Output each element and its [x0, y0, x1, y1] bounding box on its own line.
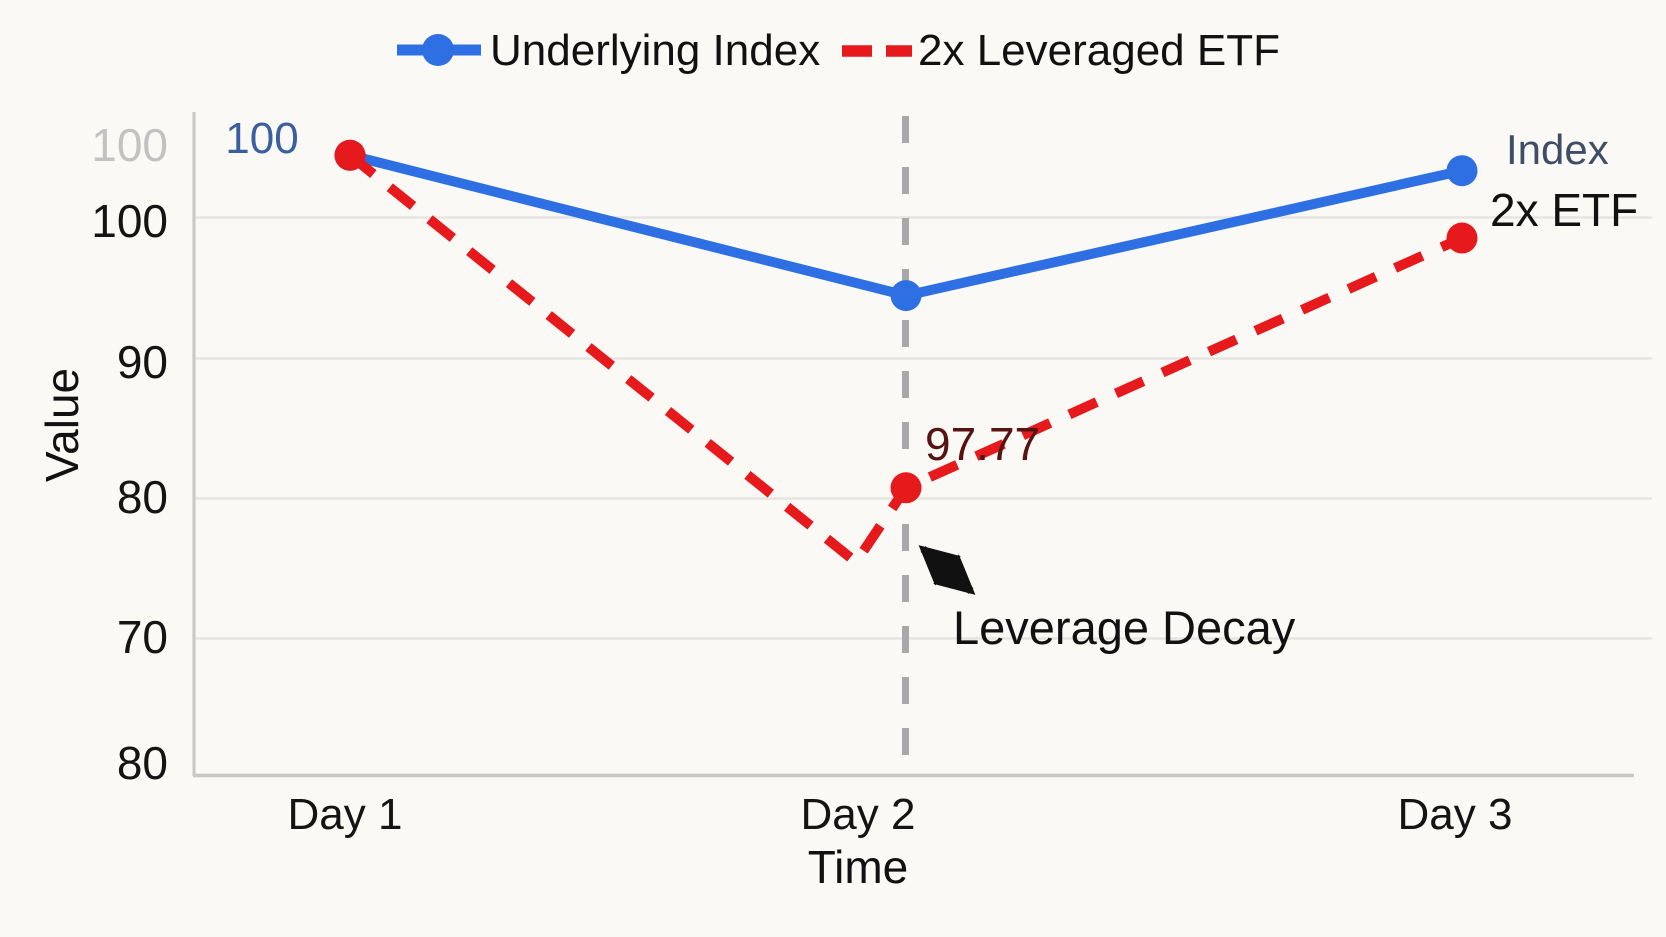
x-tick-day-1: Day 1: [287, 790, 403, 839]
legend-label-2x-leveraged-etf: 2x Leveraged ETF: [918, 26, 1280, 75]
data-point: [334, 139, 366, 171]
y-tick-70: 70: [116, 611, 168, 663]
y-tick-80-bottom: 80: [116, 737, 168, 789]
x-axis-title: Time: [807, 841, 909, 893]
data-point: [890, 280, 922, 312]
legend-index-dot: [422, 34, 454, 66]
x-tick-day-2: Day 2: [800, 790, 916, 839]
x-tick-day-3: Day 3: [1397, 790, 1513, 839]
leverage-decay-arrow: [918, 545, 976, 595]
leverage-decay-annotation: Leverage Decay: [953, 601, 1296, 654]
series-line-1: [346, 151, 1465, 568]
legend-label-underlying-index: Underlying Index: [490, 26, 821, 75]
y-tick-90: 90: [116, 336, 168, 388]
start-value-annotation: 100: [225, 114, 299, 163]
legend-swatch-index: [397, 34, 481, 66]
etf-day2-value-annotation: 97.77: [925, 418, 1041, 470]
y-axis-title: Value: [36, 367, 88, 483]
data-point: [1446, 222, 1478, 254]
series-markers-1: [334, 139, 1478, 504]
y-tick-100: 100: [91, 195, 168, 247]
y-tick-80: 80: [116, 471, 168, 523]
index-series-end-label: Index: [1506, 126, 1609, 173]
data-point: [1446, 155, 1478, 187]
data-point: [890, 472, 922, 504]
gridlines: [195, 216, 1652, 640]
etf-series-end-label: 2x ETF: [1490, 184, 1639, 236]
y-tick-100-faded: 100: [91, 119, 168, 171]
